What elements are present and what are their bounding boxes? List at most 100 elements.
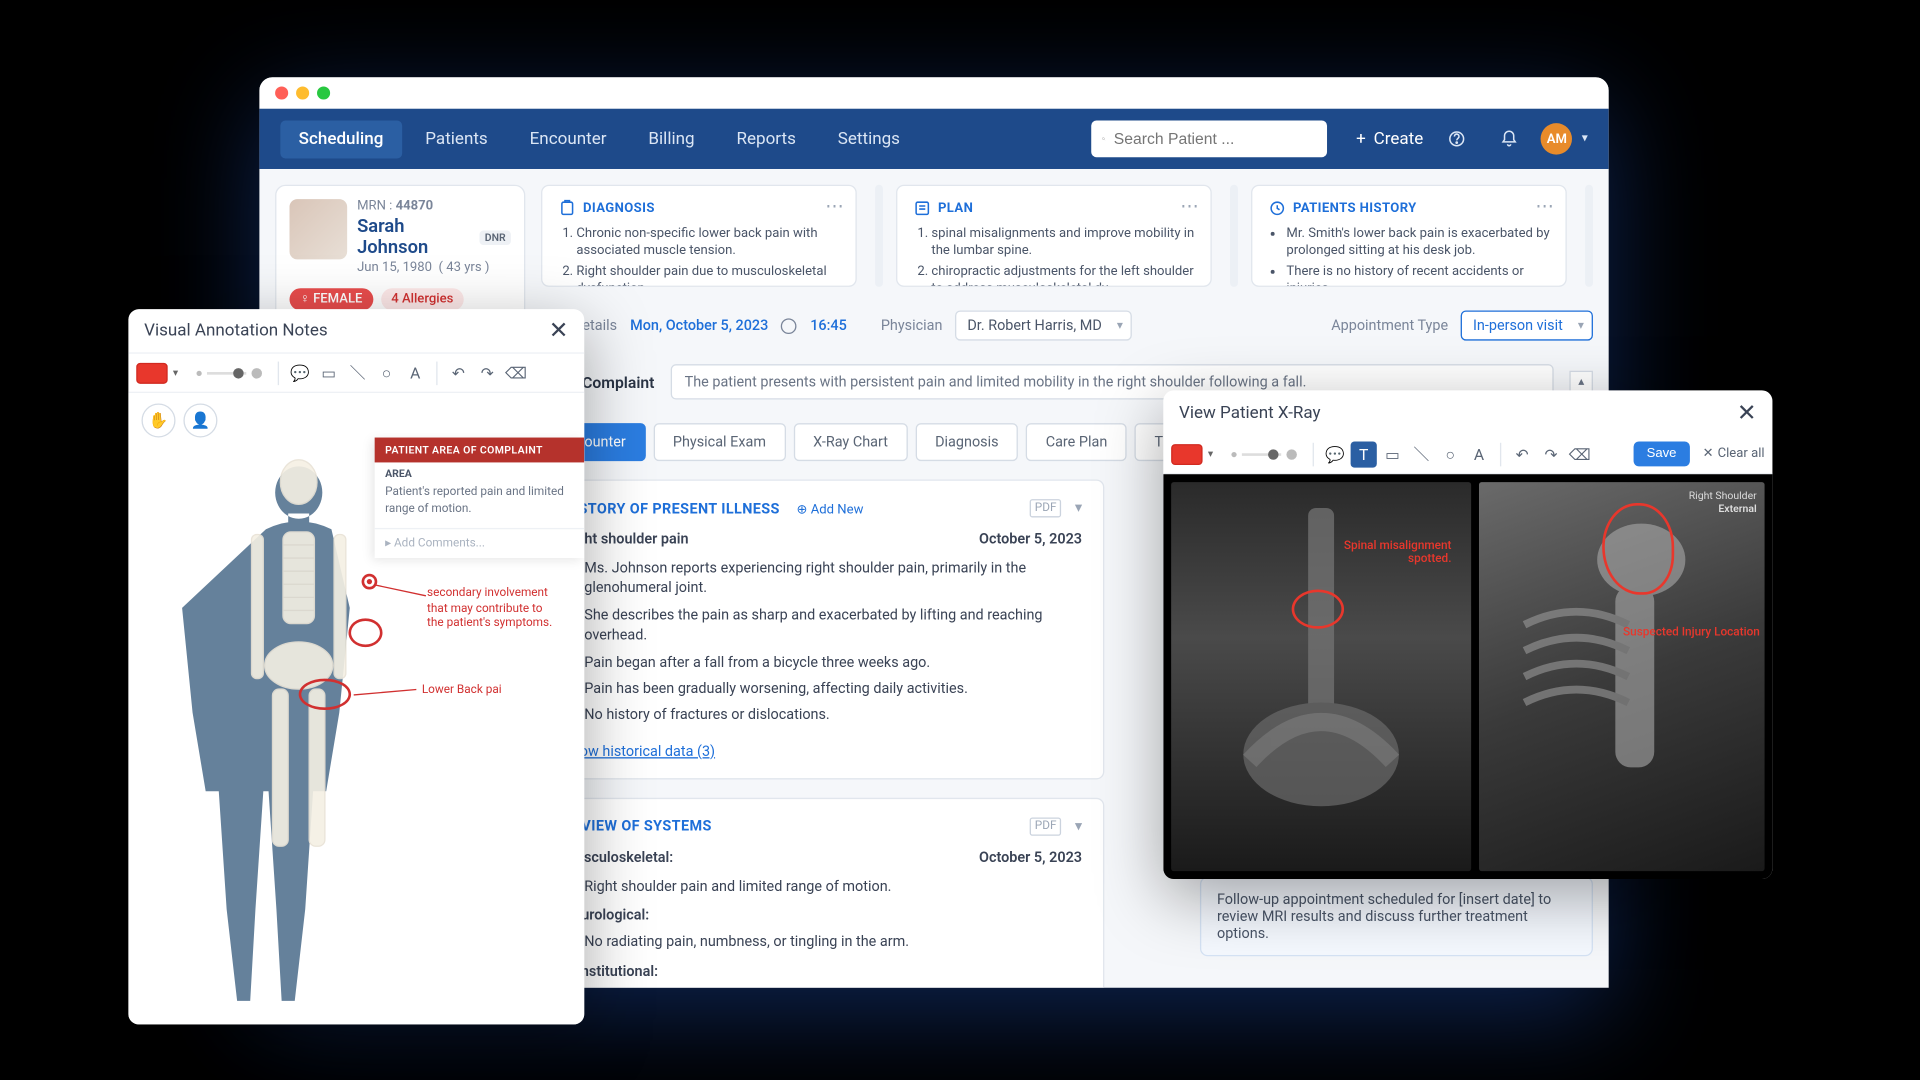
xray-window: View Patient X-Ray ✕ ▾ 💬 T ▭ ＼ ○ A ↶ ↷ ⌫… bbox=[1163, 390, 1772, 879]
stroke-slider[interactable] bbox=[1231, 449, 1297, 459]
text-tool-icon[interactable]: T bbox=[1351, 441, 1377, 467]
pdf-icon[interactable]: PDF bbox=[1030, 817, 1062, 835]
annotation-circle[interactable] bbox=[299, 679, 351, 710]
undo-icon[interactable]: ↶ bbox=[445, 360, 471, 386]
stroke-slider[interactable] bbox=[197, 367, 262, 377]
physician-dropdown[interactable]: Dr. Robert Harris, MD bbox=[956, 310, 1132, 340]
close-icon[interactable]: ✕ bbox=[1737, 399, 1757, 427]
chevron-down-icon[interactable]: ▾ bbox=[1208, 448, 1213, 460]
clear-all-button[interactable]: ✕ Clear all bbox=[1703, 447, 1765, 461]
annotation-window: Visual Annotation Notes ✕ ▾ 💬 ▭ ＼ ○ A ↶ … bbox=[128, 309, 584, 1024]
xray-annotation-circle[interactable] bbox=[1292, 590, 1344, 629]
visit-details-bar: Visit Details Mon, October 5, 2023 16:45… bbox=[541, 310, 1593, 340]
shoulder-marker[interactable] bbox=[362, 574, 378, 590]
scroll-indicator bbox=[1230, 185, 1238, 287]
more-icon[interactable]: ⋯ bbox=[825, 196, 845, 217]
annotation-canvas[interactable]: ✋ 👤 bbox=[128, 393, 584, 1024]
nav-billing[interactable]: Billing bbox=[630, 120, 713, 158]
appointment-type-dropdown[interactable]: In-person visit bbox=[1461, 310, 1593, 340]
xray-annotation-circle[interactable] bbox=[1602, 503, 1674, 595]
followup-panel: Follow-up appointment scheduled for [ins… bbox=[1200, 876, 1593, 956]
sex-badge: ♀ FEMALE bbox=[290, 288, 373, 310]
line-icon[interactable]: ＼ bbox=[1408, 441, 1434, 467]
save-button[interactable]: Save bbox=[1634, 441, 1690, 466]
circle-icon[interactable]: ○ bbox=[1437, 441, 1463, 467]
show-historical-link[interactable]: Show historical data (3) bbox=[563, 742, 715, 759]
traffic-zoom-icon[interactable] bbox=[317, 86, 330, 99]
tab-physical-exam[interactable]: Physical Exam bbox=[653, 423, 785, 461]
scroll-indicator bbox=[875, 185, 883, 287]
history-icon bbox=[1268, 199, 1286, 217]
chevron-down-icon[interactable]: ▾ bbox=[1075, 817, 1082, 835]
annotation-title: Visual Annotation Notes bbox=[144, 321, 328, 341]
rectangle-icon[interactable]: ▭ bbox=[1379, 441, 1405, 467]
bell-icon[interactable] bbox=[1491, 121, 1528, 158]
patient-name: Sarah Johnson bbox=[357, 216, 472, 258]
xray-annotation-text: Spinal misalignment spotted. bbox=[1307, 540, 1451, 566]
view-front-icon[interactable]: ✋ bbox=[141, 403, 175, 437]
xray-toolbar: ▾ 💬 T ▭ ＼ ○ A ↶ ↷ ⌫ Save ✕ Clear all bbox=[1163, 435, 1772, 474]
xray-image-shoulder[interactable]: Right Shoulder External Suspected Injury… bbox=[1479, 482, 1765, 871]
traffic-close-icon[interactable] bbox=[275, 86, 288, 99]
view-back-icon[interactable]: 👤 bbox=[183, 403, 217, 437]
annotation-text: Lower Back pai bbox=[422, 684, 502, 699]
line-icon[interactable]: ＼ bbox=[345, 360, 371, 386]
help-icon[interactable] bbox=[1439, 121, 1476, 158]
nav-settings[interactable]: Settings bbox=[819, 120, 918, 158]
chevron-down-icon[interactable]: ▾ bbox=[1075, 499, 1082, 517]
annotation-text: secondary involvement that may contribut… bbox=[427, 587, 558, 633]
traffic-minimize-icon[interactable] bbox=[296, 86, 309, 99]
tab-diagnosis[interactable]: Diagnosis bbox=[915, 423, 1018, 461]
undo-icon[interactable]: ↶ bbox=[1509, 441, 1535, 467]
nav-patients[interactable]: Patients bbox=[407, 120, 506, 158]
top-nav: Scheduling Patients Encounter Billing Re… bbox=[259, 109, 1608, 169]
xray-annotation-text: Suspected Injury Location bbox=[1623, 626, 1760, 639]
chevron-down-icon[interactable]: ▾ bbox=[173, 367, 178, 379]
pdf-icon[interactable]: PDF bbox=[1030, 499, 1062, 517]
scroll-indicator bbox=[1585, 185, 1593, 287]
more-icon[interactable]: ⋯ bbox=[1180, 196, 1200, 217]
visit-time: 16:45 bbox=[810, 317, 847, 334]
redo-icon[interactable]: ↷ bbox=[1538, 441, 1564, 467]
annotation-circle[interactable] bbox=[348, 618, 382, 647]
plus-icon: + bbox=[1356, 129, 1366, 149]
nav-scheduling[interactable]: Scheduling bbox=[280, 120, 401, 158]
clock-icon bbox=[781, 318, 797, 334]
chevron-down-icon[interactable]: ▾ bbox=[1582, 132, 1588, 145]
redo-icon[interactable]: ↷ bbox=[474, 360, 500, 386]
xray-image-spine[interactable]: Spinal misalignment spotted. bbox=[1171, 482, 1471, 871]
text-icon[interactable]: A bbox=[1466, 441, 1492, 467]
comment-icon[interactable]: 💬 bbox=[287, 360, 313, 386]
nav-reports[interactable]: Reports bbox=[718, 120, 814, 158]
tab-care-plan[interactable]: Care Plan bbox=[1026, 423, 1127, 461]
comment-icon[interactable]: 💬 bbox=[1322, 441, 1348, 467]
patient-photo bbox=[290, 199, 347, 259]
ros-section: REVIEW OF SYSTEMS PDF ▾ Musculoskeletal:… bbox=[541, 797, 1104, 987]
mac-titlebar bbox=[259, 77, 1608, 108]
circle-icon[interactable]: ○ bbox=[373, 360, 399, 386]
list-icon bbox=[913, 199, 931, 217]
rectangle-icon[interactable]: ▭ bbox=[316, 360, 342, 386]
erase-icon[interactable]: ⌫ bbox=[503, 360, 529, 386]
nav-encounter[interactable]: Encounter bbox=[511, 120, 625, 158]
plan-card: ⋯ PLAN spinal misalignments and improve … bbox=[896, 185, 1212, 287]
hpi-section: HISTORY OF PRESENT ILLNESS ⊕ Add New PDF… bbox=[541, 479, 1104, 779]
text-icon[interactable]: A bbox=[402, 360, 428, 386]
search-input-wrapper[interactable] bbox=[1092, 121, 1328, 158]
user-avatar[interactable]: AM bbox=[1541, 123, 1572, 154]
tab-xray-chart[interactable]: X-Ray Chart bbox=[793, 423, 907, 461]
history-card: ⋯ PATIENTS HISTORY Mr. Smith's lower bac… bbox=[1251, 185, 1567, 287]
color-swatch[interactable] bbox=[1171, 443, 1202, 464]
erase-icon[interactable]: ⌫ bbox=[1567, 441, 1593, 467]
color-swatch[interactable] bbox=[136, 362, 167, 383]
add-comment-input[interactable]: ▸ Add Comments... bbox=[375, 528, 585, 558]
search-input[interactable] bbox=[1114, 130, 1317, 148]
allergies-badge[interactable]: 4 Allergies bbox=[381, 288, 464, 310]
add-new-link[interactable]: ⊕ Add New bbox=[796, 502, 863, 516]
close-icon[interactable]: ✕ bbox=[549, 317, 569, 345]
create-button[interactable]: + Create bbox=[1356, 129, 1423, 149]
search-icon bbox=[1102, 130, 1106, 148]
dnr-badge: DNR bbox=[480, 230, 511, 244]
visit-date: Mon, October 5, 2023 bbox=[630, 317, 768, 334]
more-icon[interactable]: ⋯ bbox=[1535, 196, 1555, 217]
